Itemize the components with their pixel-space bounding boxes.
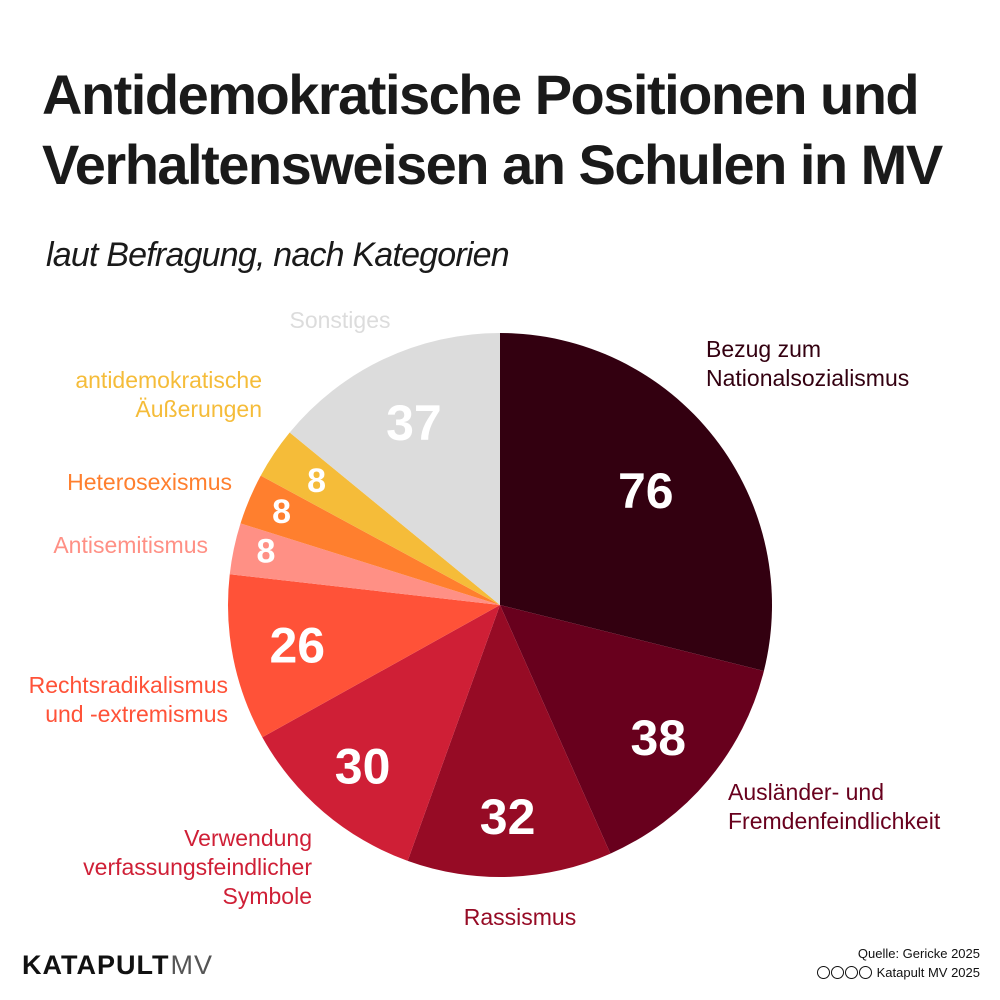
slice-category-label: Rassismus xyxy=(464,904,576,930)
slice-category-label: Bezug zum Nationalsozialismus xyxy=(706,336,909,391)
nd-icon xyxy=(858,966,872,979)
pie-slice xyxy=(260,432,500,605)
pie-slice xyxy=(240,475,500,605)
brand-sub: MV xyxy=(170,950,213,980)
license-line: Katapult MV 2025 xyxy=(816,963,980,982)
slice-value-label: 26 xyxy=(269,618,325,674)
by-icon xyxy=(830,966,844,979)
pie-slice xyxy=(500,332,773,671)
slice-value-label: 8 xyxy=(272,493,291,531)
slice-value-label: 38 xyxy=(630,710,686,766)
slice-value-label: 76 xyxy=(618,463,674,519)
license-icons xyxy=(816,963,873,982)
slice-value-label: 8 xyxy=(256,532,275,570)
slice-category-label: Verwendung verfassungsfeindlicher Symbole xyxy=(83,825,312,909)
pie-slice xyxy=(407,605,611,877)
source-text: Quelle: Gericke 2025 xyxy=(857,946,980,961)
chart-title: Antidemokratische Positionen und Verhalt… xyxy=(42,63,943,196)
slice-category-label: Ausländer- und Fremdenfeindlichkeit xyxy=(728,779,941,834)
slice-value-label: 37 xyxy=(386,395,442,451)
slice-category-label: Heterosexismus xyxy=(67,469,232,495)
cc-icon xyxy=(816,966,830,979)
pie-slice xyxy=(262,605,500,861)
pie-slice xyxy=(500,605,764,854)
pie-slice xyxy=(227,574,501,738)
slice-category-label: Rechtsradikalismus und -extremismus xyxy=(29,672,228,727)
pie-slice xyxy=(229,523,500,605)
brand-main: KATAPULT xyxy=(22,950,170,980)
license-text: Katapult MV 2025 xyxy=(876,965,980,980)
slice-value-label: 32 xyxy=(480,789,536,845)
slice-category-label: Antisemitismus xyxy=(53,532,208,558)
pie-slice xyxy=(289,333,500,605)
brand-logo: KATAPULTMV xyxy=(22,950,213,981)
slice-value-label: 8 xyxy=(307,462,326,500)
nc-icon xyxy=(844,966,858,979)
slice-category-label: antidemokratische Äußerungen xyxy=(75,367,262,422)
chart-subtitle: laut Befragung, nach Kategorien xyxy=(46,236,510,274)
slice-category-label: Sonstiges xyxy=(289,307,390,333)
source-block: Quelle: Gericke 2025 Katapult MV 2025 xyxy=(816,944,980,982)
slice-value-label: 30 xyxy=(335,739,391,795)
